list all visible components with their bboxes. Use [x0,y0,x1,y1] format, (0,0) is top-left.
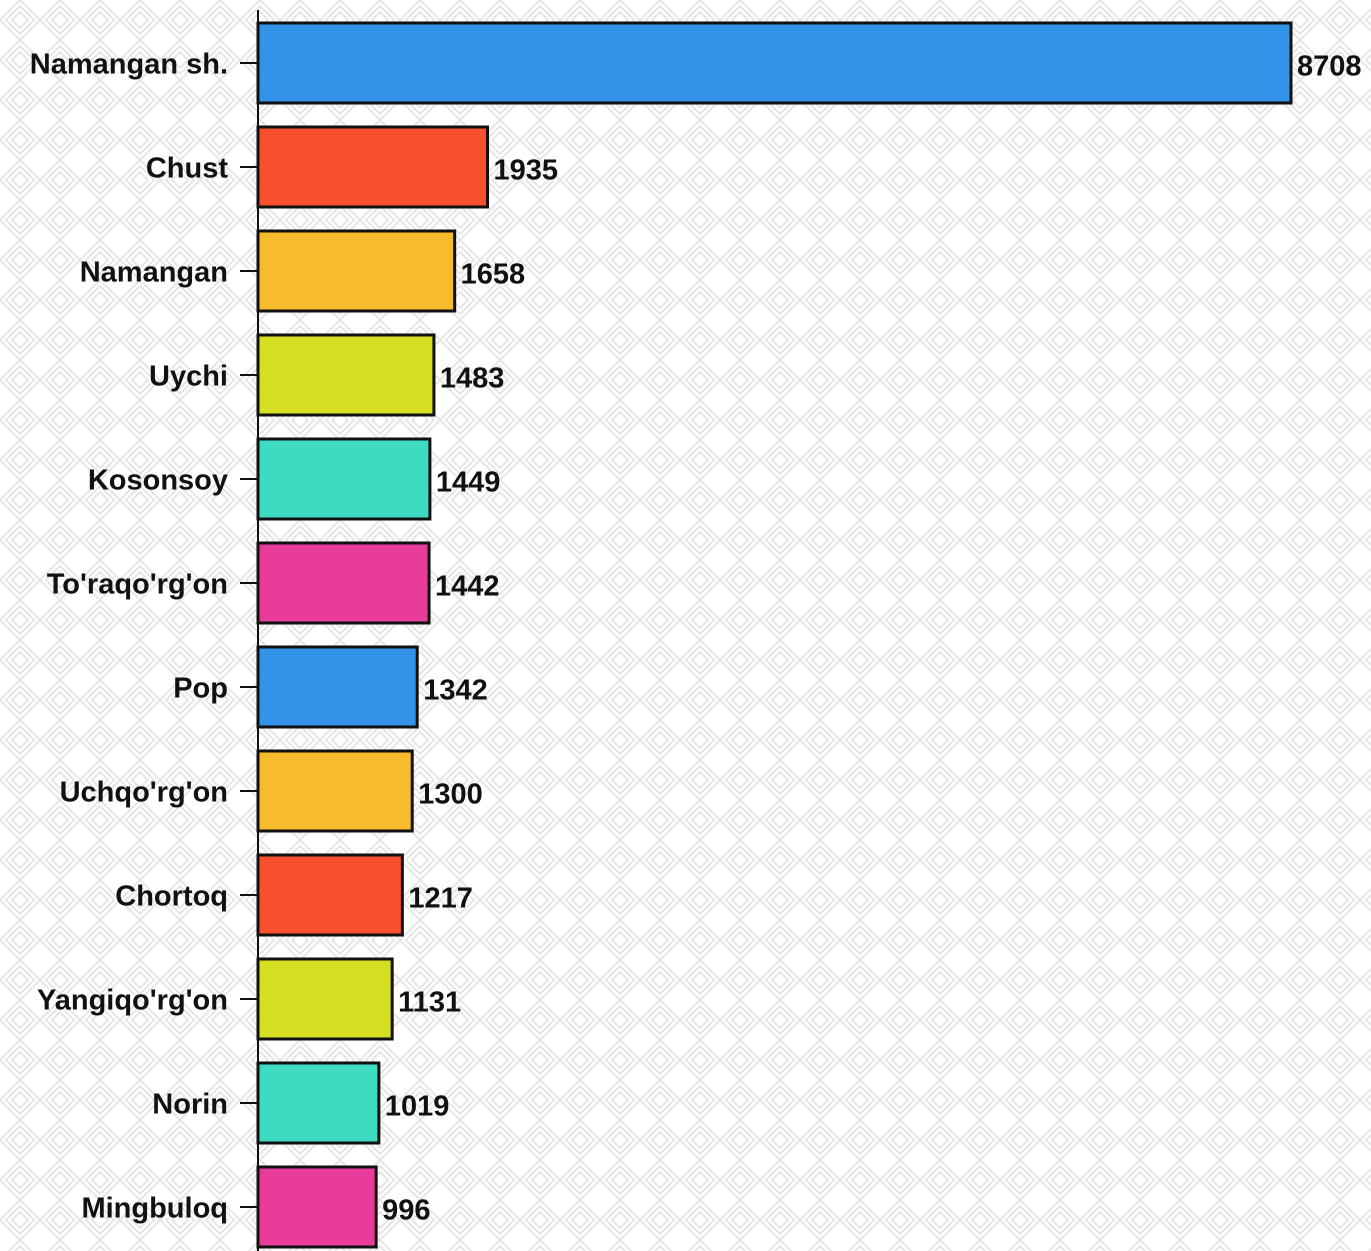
bar [256,749,414,833]
bar [256,229,457,313]
bar [256,125,490,209]
y-tick-label: Uchqo'rg'on [60,777,228,809]
bar [256,333,436,417]
value-label: 1019 [385,1091,450,1123]
bar [256,1165,378,1249]
value-label: 1442 [435,571,500,603]
value-label: 1449 [436,467,501,499]
value-label: 1935 [494,155,559,187]
y-tick-label: Kosonsoy [88,465,228,497]
y-tick-label: Chust [146,153,229,185]
bar [256,21,1293,105]
bar [256,541,431,625]
y-tick-label: Namangan [80,257,228,289]
y-tick-label: Mingbuloq [81,1193,228,1225]
value-label: 1483 [440,363,505,395]
y-tick-label: To'raqo'rg'on [47,569,228,601]
value-label: 1342 [423,675,488,707]
y-tick-label: Yangiqo'rg'on [37,985,228,1017]
bar [256,957,394,1041]
y-tick-label: Namangan sh. [30,49,228,81]
value-label: 1131 [398,987,461,1019]
bar [256,853,404,937]
y-tick-label: Norin [152,1089,228,1121]
value-label: 996 [382,1195,430,1227]
value-label: 1658 [461,259,526,291]
value-label: 1300 [418,779,483,811]
y-tick-label: Pop [173,673,228,705]
y-tick-label: Chortoq [115,881,228,913]
bar [256,1061,381,1145]
value-label: 1217 [408,883,473,915]
bar [256,645,419,729]
y-tick-label: Uychi [149,361,228,393]
value-label: 8708 [1297,51,1362,83]
bar [256,437,432,521]
